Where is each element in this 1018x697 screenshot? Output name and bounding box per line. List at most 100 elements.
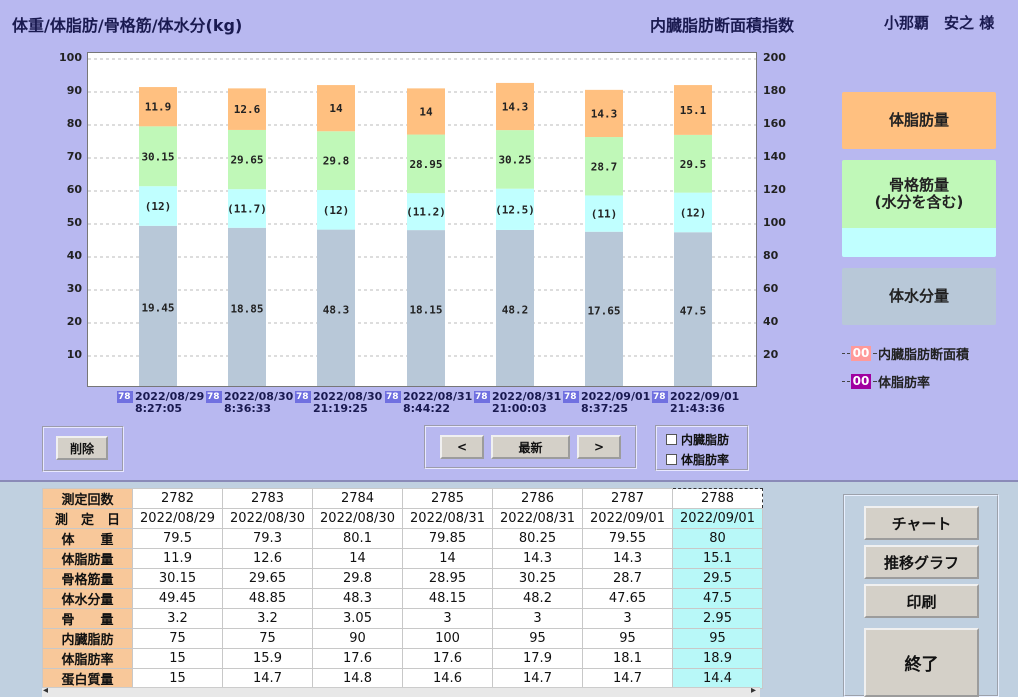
table-cell[interactable]: 14.7 [492, 668, 583, 689]
print-button[interactable]: 印刷 [864, 584, 979, 618]
table-cell[interactable]: 18.9 [672, 648, 763, 669]
table-cell[interactable]: 79.5 [132, 528, 223, 549]
row-header: 体水分量 [42, 588, 133, 609]
table-cell[interactable]: 2782 [132, 488, 223, 509]
table-cell[interactable]: 47.65 [582, 588, 673, 609]
table-cell[interactable]: 2022/08/31 [492, 508, 583, 529]
table-cell[interactable]: 15.9 [222, 648, 313, 669]
visceral-fat-checkbox[interactable]: 内臓脂肪 [666, 431, 729, 448]
table-cell[interactable]: 18.1 [582, 648, 673, 669]
next-button[interactable]: > [577, 435, 621, 459]
checkbox-box[interactable] [666, 434, 677, 445]
vfa-label: 内臓脂肪断面積 [878, 348, 970, 363]
table-cell[interactable]: 11.9 [132, 548, 223, 569]
table-cell[interactable]: 2022/09/01 [672, 508, 763, 529]
table-cell[interactable]: 15 [132, 668, 223, 689]
body-fat-rate-checkbox[interactable]: 体脂肪率 [666, 451, 729, 468]
checkbox-box[interactable] [666, 454, 677, 465]
table-cell[interactable]: 48.85 [222, 588, 313, 609]
table-cell[interactable]: 100 [402, 628, 493, 649]
table-cell[interactable]: 3 [582, 608, 673, 629]
table-cell[interactable]: 95 [672, 628, 763, 649]
table-cell[interactable]: 3.2 [222, 608, 313, 629]
legend-visceral-fat-area: 00 内臓脂肪断面積 [842, 344, 969, 363]
table-cell[interactable]: 2785 [402, 488, 493, 509]
table-cell[interactable]: 79.85 [402, 528, 493, 549]
table-cell[interactable]: 2022/08/31 [402, 508, 493, 529]
table-cell[interactable]: 3 [492, 608, 583, 629]
y-tick-left: 80 [66, 117, 82, 130]
exit-button[interactable]: 終了 [864, 628, 979, 697]
table-cell[interactable]: 47.5 [672, 588, 763, 609]
table-cell[interactable]: 79.55 [582, 528, 673, 549]
table-cell[interactable]: 90 [312, 628, 403, 649]
table-cell[interactable]: 14.6 [402, 668, 493, 689]
table-cell[interactable]: 48.15 [402, 588, 493, 609]
table-cell[interactable]: 80.1 [312, 528, 403, 549]
bar-value-label: 48.2 [502, 303, 529, 316]
table-cell[interactable]: 29.65 [222, 568, 313, 589]
table-cell[interactable]: 30.15 [132, 568, 223, 589]
table-cell[interactable]: 14 [312, 548, 403, 569]
table-cell[interactable]: 14.3 [492, 548, 583, 569]
table-cell[interactable]: 3.05 [312, 608, 403, 629]
y-tick-left: 20 [66, 315, 82, 328]
table-cell[interactable]: 2784 [312, 488, 403, 509]
table-cell[interactable]: 2022/08/30 [312, 508, 403, 529]
table-cell[interactable]: 3.2 [132, 608, 223, 629]
table-cell[interactable]: 14.8 [312, 668, 403, 689]
table-cell[interactable]: 14.7 [582, 668, 673, 689]
chart-button[interactable]: チャート [864, 506, 979, 540]
table-cell[interactable]: 75 [132, 628, 223, 649]
table-cell[interactable]: 17.6 [312, 648, 403, 669]
table-cell[interactable]: 15 [132, 648, 223, 669]
table-cell[interactable]: 12.6 [222, 548, 313, 569]
bar-segment [496, 229, 534, 389]
bar-segment [139, 186, 177, 226]
table-cell[interactable]: 2022/08/30 [222, 508, 313, 529]
prev-button[interactable]: < [440, 435, 484, 459]
table-cell[interactable]: 3 [402, 608, 493, 629]
table-cell[interactable]: 29.8 [312, 568, 403, 589]
table-cell[interactable]: 2788 [672, 488, 763, 509]
table-cell[interactable]: 49.45 [132, 588, 223, 609]
table-cell[interactable]: 80.25 [492, 528, 583, 549]
x-axis-label: 78 2022/08/31 8:44:22 [385, 391, 472, 415]
table-cell[interactable]: 79.3 [222, 528, 313, 549]
dash-line [842, 353, 850, 354]
table-cell[interactable]: 80 [672, 528, 763, 549]
table-cell[interactable]: 28.7 [582, 568, 673, 589]
table-cell[interactable]: 48.3 [312, 588, 403, 609]
table-cell[interactable]: 28.95 [402, 568, 493, 589]
latest-button[interactable]: 最新 [491, 435, 570, 459]
table-cell[interactable]: 48.2 [492, 588, 583, 609]
bar-segment [674, 192, 712, 233]
table-cell[interactable]: 17.6 [402, 648, 493, 669]
table-cell[interactable]: 2787 [582, 488, 673, 509]
table-cell[interactable]: 30.25 [492, 568, 583, 589]
table-row: 蛋白質量 15 14.7 14.8 14.6 14.7 14.7 14.4 [42, 668, 763, 689]
table-cell[interactable]: 2.95 [672, 608, 763, 629]
table-cell[interactable]: 17.9 [492, 648, 583, 669]
table-cell[interactable]: 14 [402, 548, 493, 569]
table-cell[interactable]: 14.4 [672, 668, 763, 689]
table-cell[interactable]: 29.5 [672, 568, 763, 589]
row-header: 測 定 日 [42, 508, 133, 529]
table-cell[interactable]: 14.3 [582, 548, 673, 569]
delete-button[interactable]: 削除 [56, 436, 108, 460]
scroll-right-icon[interactable]: ▸ [750, 685, 756, 696]
trend-graph-button[interactable]: 推移グラフ [864, 545, 979, 579]
chart-right-title: 内臓脂肪断面積指数 [650, 16, 795, 35]
scroll-left-icon[interactable]: ◂ [43, 685, 49, 696]
table-cell[interactable]: 75 [222, 628, 313, 649]
table-cell[interactable]: 95 [582, 628, 673, 649]
bar-segment [585, 137, 623, 196]
table-cell[interactable]: 2786 [492, 488, 583, 509]
table-cell[interactable]: 2783 [222, 488, 313, 509]
table-cell[interactable]: 2022/09/01 [582, 508, 673, 529]
horizontal-scrollbar[interactable]: ◂ ▸ [42, 685, 760, 697]
table-cell[interactable]: 15.1 [672, 548, 763, 569]
table-cell[interactable]: 95 [492, 628, 583, 649]
table-cell[interactable]: 2022/08/29 [132, 508, 223, 529]
table-cell[interactable]: 14.7 [222, 668, 313, 689]
